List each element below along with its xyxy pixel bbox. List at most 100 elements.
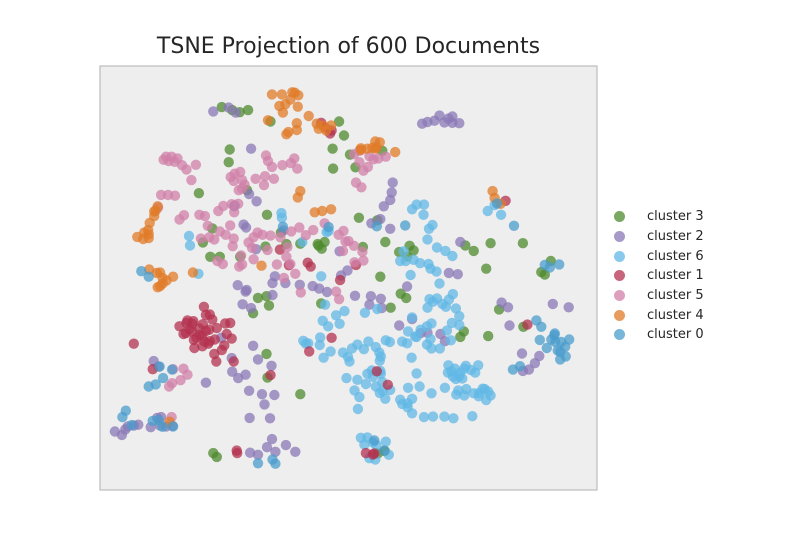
data-point: [223, 157, 234, 168]
data-point: [267, 454, 278, 465]
data-point: [225, 220, 236, 231]
data-point: [441, 325, 453, 336]
data-point: [418, 199, 430, 210]
data-point: [211, 322, 222, 334]
data-point: [370, 143, 381, 154]
data-point: [375, 351, 386, 362]
data-point: [330, 310, 342, 321]
data-point: [398, 246, 409, 257]
data-point: [357, 246, 368, 257]
data-point: [400, 255, 411, 267]
data-point: [291, 124, 302, 136]
data-point: [385, 223, 396, 234]
legend-marker: [614, 309, 625, 321]
data-point: [408, 245, 419, 256]
data-point: [188, 316, 199, 327]
data-point: [221, 328, 232, 340]
data-point: [402, 382, 414, 393]
data-point: [358, 344, 370, 355]
data-point: [278, 272, 290, 284]
data-point: [454, 311, 465, 322]
data-point: [208, 106, 219, 117]
data-point: [555, 354, 566, 365]
data-point: [317, 205, 328, 217]
data-point: [401, 281, 413, 292]
data-point: [358, 165, 369, 176]
data-point: [380, 335, 391, 346]
data-point: [321, 286, 333, 298]
data-point: [375, 293, 386, 304]
data-point: [549, 328, 560, 339]
data-point: [452, 269, 463, 280]
data-point: [424, 294, 435, 305]
data-point: [150, 205, 161, 216]
data-point: [242, 104, 254, 116]
data-point: [268, 173, 280, 184]
data-point: [166, 364, 178, 375]
data-point: [427, 411, 439, 422]
data-point: [252, 458, 264, 469]
data-point: [292, 101, 303, 112]
data-point: [305, 261, 316, 272]
data-point: [339, 305, 350, 317]
data-point: [195, 233, 207, 244]
data-point: [319, 299, 331, 310]
data-point: [333, 116, 345, 127]
data-point: [504, 320, 515, 331]
data-point: [333, 229, 344, 240]
data-point: [184, 240, 196, 251]
data-point: [443, 267, 455, 279]
data-point: [401, 338, 413, 349]
data-point: [290, 446, 301, 457]
data-point: [265, 369, 276, 381]
data-point: [353, 212, 365, 223]
data-point: [434, 343, 446, 354]
data-point: [457, 373, 468, 384]
data-point: [203, 338, 214, 349]
data-point: [232, 280, 243, 291]
data-point: [219, 340, 230, 351]
legend-label: cluster 0: [647, 327, 704, 343]
data-point: [426, 318, 437, 329]
data-point: [304, 346, 315, 357]
series-cluster-1: [128, 117, 533, 460]
data-point: [337, 245, 349, 257]
data-point: [397, 398, 408, 410]
data-point: [152, 282, 163, 293]
data-point: [290, 268, 301, 279]
data-point: [406, 408, 418, 419]
data-point: [544, 262, 555, 273]
legend-marker: [614, 270, 625, 282]
data-point: [266, 89, 278, 100]
data-point: [163, 381, 175, 392]
data-point: [204, 232, 215, 243]
data-point: [356, 182, 367, 193]
data-point: [411, 331, 422, 343]
data-point: [534, 350, 545, 362]
data-point: [237, 299, 248, 310]
data-point: [563, 302, 574, 313]
data-point: [271, 259, 283, 270]
data-point: [418, 209, 429, 220]
data-point: [261, 209, 273, 220]
data-point: [315, 332, 326, 343]
data-point: [348, 240, 360, 251]
data-point: [198, 301, 210, 312]
data-point: [157, 421, 168, 432]
data-point: [375, 271, 386, 282]
data-point: [483, 330, 494, 342]
data-point: [371, 366, 382, 377]
data-point: [236, 259, 248, 270]
data-point: [276, 89, 288, 100]
data-point: [276, 207, 287, 219]
data-point: [380, 151, 391, 162]
data-point: [225, 317, 236, 329]
data-point: [157, 372, 169, 384]
legend-item: cluster 1: [614, 266, 704, 286]
data-point: [247, 340, 259, 351]
data-point: [380, 436, 391, 447]
data-point: [224, 144, 235, 155]
legend-marker: [614, 231, 625, 243]
data-point: [405, 269, 416, 281]
